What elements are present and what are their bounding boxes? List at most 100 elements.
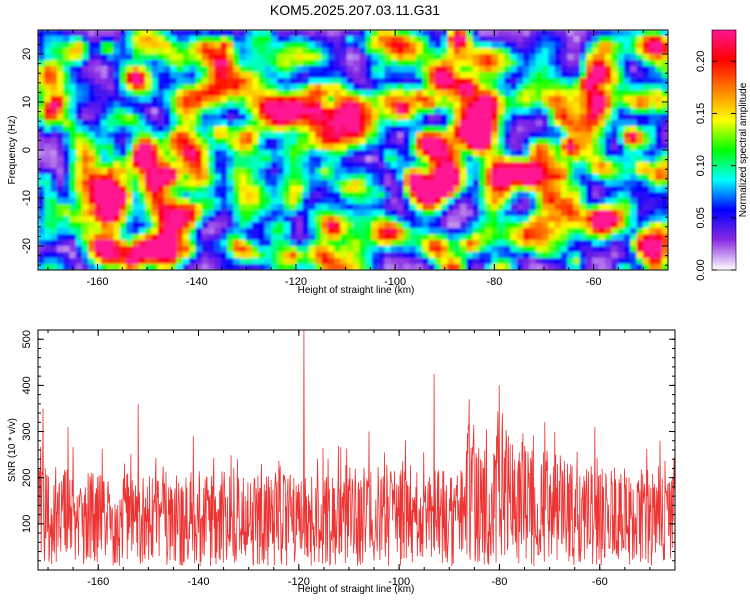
heatmap-cell: [554, 240, 562, 247]
heatmap-cell: [605, 234, 612, 241]
heatmap-cell: [649, 126, 656, 133]
heatmap-cell: [227, 132, 234, 139]
heatmap-cell: [75, 96, 83, 103]
heatmap-cell: [390, 132, 398, 139]
heatmap-cell: [523, 222, 530, 229]
heatmap-cell: [441, 102, 449, 109]
heatmap-cell: [271, 180, 278, 187]
heatmap-cell: [227, 126, 234, 133]
heatmap-cell: [516, 240, 524, 247]
heatmap-cell: [390, 180, 398, 187]
heatmap-cell: [50, 180, 58, 187]
heatmap-cell: [119, 108, 127, 115]
heatmap-cell: [334, 66, 341, 73]
heatmap-cell: [132, 264, 140, 270]
heatmap-cell: [548, 102, 556, 109]
heatmap-cell: [466, 54, 474, 61]
heatmap-cell: [661, 66, 668, 73]
heatmap-cell: [290, 114, 297, 121]
heatmap-cell: [264, 144, 272, 151]
heatmap-cell: [605, 102, 612, 109]
heatmap-cell: [542, 126, 549, 133]
heatmap-cell: [623, 198, 631, 205]
heatmap-cell: [567, 252, 575, 259]
heatmap-cell: [182, 186, 190, 193]
heatmap-cell: [535, 174, 543, 181]
heatmap-cell: [510, 162, 518, 169]
heatmap-cell: [560, 180, 568, 187]
heatmap-cell: [201, 96, 209, 103]
heatmap-cell: [44, 102, 52, 109]
heatmap-cell: [378, 204, 386, 211]
heatmap-cell: [195, 216, 203, 223]
heatmap-cell: [554, 126, 562, 133]
heatmap-cell: [661, 102, 668, 109]
heatmap-cell: [69, 258, 77, 265]
heatmap-cell: [138, 156, 146, 163]
heatmap-cell: [340, 144, 348, 151]
heatmap-cell: [573, 30, 581, 37]
heatmap-cell: [170, 60, 178, 67]
heatmap-cell: [397, 180, 404, 187]
heatmap-cell: [239, 114, 247, 121]
heatmap-cell: [605, 264, 612, 270]
heatmap-cell: [371, 234, 379, 241]
heatmap-cell: [239, 252, 247, 259]
heatmap-cell: [649, 60, 656, 67]
y-tick-label: 200: [21, 469, 33, 487]
heatmap-cell: [548, 216, 556, 223]
heatmap-cell: [649, 258, 656, 265]
heatmap-cell: [409, 156, 417, 163]
heatmap-cell: [113, 120, 121, 127]
heatmap-cell: [88, 42, 96, 49]
heatmap-cell: [592, 162, 600, 169]
heatmap-cell: [94, 126, 102, 133]
heatmap-cell: [264, 66, 272, 73]
heatmap-cell: [630, 36, 638, 43]
heatmap-cell: [573, 156, 581, 163]
heatmap-cell: [586, 186, 593, 193]
heatmap-cell: [422, 162, 430, 169]
heatmap-cell: [636, 144, 644, 151]
heatmap-cell: [586, 222, 593, 229]
heatmap-cell: [88, 48, 96, 55]
heatmap-cell: [365, 138, 373, 145]
heatmap-cell: [378, 222, 386, 229]
heatmap-cell: [56, 240, 64, 247]
heatmap-cell: [101, 228, 108, 235]
heatmap-cell: [302, 114, 310, 121]
heatmap-cell: [201, 192, 209, 199]
heatmap-cell: [523, 228, 530, 235]
heatmap-cell: [554, 174, 562, 181]
heatmap-cell: [466, 84, 474, 91]
heatmap-cell: [434, 132, 442, 139]
heatmap-cell: [598, 204, 606, 211]
heatmap-cell: [359, 186, 367, 193]
heatmap-cell: [151, 252, 159, 259]
heatmap-cell: [315, 264, 323, 270]
heatmap-cell: [485, 186, 493, 193]
heatmap-cell: [138, 102, 146, 109]
heatmap-cell: [560, 42, 568, 49]
heatmap-cell: [573, 114, 581, 121]
heatmap-cell: [113, 150, 121, 157]
heatmap-cell: [359, 156, 367, 163]
heatmap-cell: [258, 156, 266, 163]
heatmap-cell: [397, 30, 404, 37]
heatmap-cell: [365, 258, 373, 265]
heatmap-cell: [346, 96, 354, 103]
heatmap-cell: [145, 108, 152, 115]
heatmap-cell: [422, 168, 430, 175]
heatmap-cell: [94, 102, 102, 109]
heatmap-cell: [605, 150, 612, 157]
heatmap-cell: [277, 180, 285, 187]
heatmap-cell: [233, 144, 241, 151]
heatmap-cell: [334, 258, 341, 265]
heatmap-cell: [611, 66, 619, 73]
heatmap-cell: [655, 84, 663, 91]
heatmap-cell: [334, 30, 341, 37]
heatmap-cell: [334, 36, 341, 43]
heatmap-cell: [535, 186, 543, 193]
heatmap-cell: [661, 240, 668, 247]
heatmap-cell: [523, 30, 530, 37]
